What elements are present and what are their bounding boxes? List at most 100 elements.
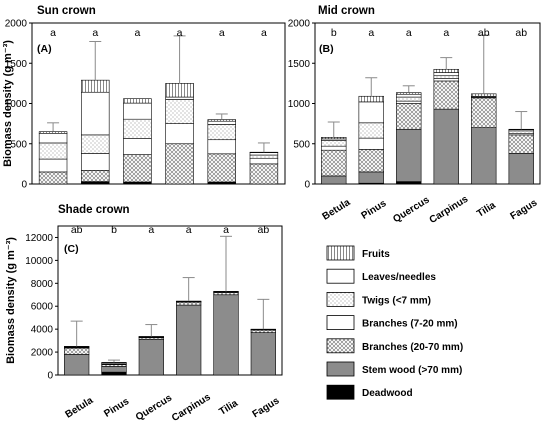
significance-letter: ab bbox=[478, 27, 490, 39]
bar-segment-branches_large bbox=[249, 163, 279, 185]
bar-segment-twigs bbox=[38, 142, 68, 160]
bar-segment-twigs bbox=[249, 154, 279, 159]
bar-segment-branches_small bbox=[165, 123, 194, 145]
y-tick-label: 0 bbox=[47, 371, 53, 382]
bar-segment-stem bbox=[176, 304, 202, 376]
bar-segment-stem bbox=[321, 175, 347, 185]
bar-segment-branches_small bbox=[38, 158, 68, 173]
bar-segment-branches_small bbox=[396, 100, 422, 104]
bar-segment-stem bbox=[101, 366, 127, 373]
panel-id: (A) bbox=[37, 43, 52, 55]
significance-letter: a bbox=[148, 224, 154, 236]
plot-frame bbox=[314, 22, 541, 185]
bar-segment-stem bbox=[396, 128, 422, 182]
bar-segment-branches_small bbox=[207, 139, 236, 155]
panel-title: Mid crown bbox=[318, 5, 375, 17]
bar-segment-stem bbox=[213, 294, 239, 376]
bar-segment-branches_large bbox=[471, 97, 497, 128]
legend-label: Branches (7-20 mm) bbox=[362, 319, 458, 330]
bar-segment-fruits bbox=[165, 83, 194, 98]
bar-segment-fruits bbox=[81, 79, 110, 93]
bar-segment-stem bbox=[358, 171, 384, 184]
legend-swatch-branches_small bbox=[326, 315, 355, 331]
significance-letter: b bbox=[111, 224, 117, 236]
category-label: Quercus bbox=[134, 392, 175, 423]
significance-letter: a bbox=[50, 27, 56, 39]
bar-segment-twigs bbox=[321, 140, 347, 147]
bar-segment-stem bbox=[433, 108, 459, 185]
category-label: Fagus bbox=[251, 395, 282, 420]
bar-segment-branches_small bbox=[358, 137, 384, 150]
legend-swatch-twigs bbox=[326, 291, 355, 307]
plot-frame bbox=[57, 225, 283, 376]
significance-letter: ab bbox=[257, 224, 269, 236]
legend-label: Stem wood (>70 mm) bbox=[362, 365, 462, 376]
category-label: Tilia bbox=[475, 200, 498, 220]
bar-segment-leaves bbox=[123, 102, 152, 120]
bar-segment-leaves bbox=[433, 72, 459, 77]
bar-segment-twigs bbox=[358, 122, 384, 139]
bar-segment-branches_large bbox=[358, 149, 384, 173]
significance-letter: a bbox=[219, 27, 225, 39]
bar-segment-branches_large bbox=[123, 154, 152, 183]
significance-letter: a bbox=[186, 224, 192, 236]
bar-segment-leaves bbox=[249, 152, 279, 156]
legend-label: Twigs (<7 mm) bbox=[362, 295, 431, 306]
y-tick-label: 12000 bbox=[25, 233, 53, 244]
category-label: Pinus bbox=[359, 198, 388, 222]
y-tick-label: 1500 bbox=[5, 59, 28, 70]
bar-segment-branches_large bbox=[433, 80, 459, 110]
y-tick-label: 10000 bbox=[25, 256, 53, 267]
bar-segment-branches_large bbox=[250, 329, 276, 333]
bar-segment-branches_small bbox=[123, 138, 152, 155]
bar-segment-branches_large bbox=[81, 170, 110, 182]
significance-letter: a bbox=[92, 27, 98, 39]
y-tick-label: 1500 bbox=[288, 59, 311, 70]
bar-segment-deadwood bbox=[396, 181, 422, 185]
significance-letter: a bbox=[443, 27, 449, 39]
y-tick-label: 6000 bbox=[31, 302, 54, 313]
significance-letter: a bbox=[406, 27, 412, 39]
y-tick-label: 500 bbox=[10, 139, 27, 150]
bar-segment-branches_small bbox=[321, 145, 347, 151]
bar-segment-stem bbox=[138, 339, 164, 376]
bar-segment-fruits bbox=[38, 131, 68, 134]
bar-segment-fruits bbox=[321, 137, 347, 140]
category-label: Tilia bbox=[217, 398, 240, 418]
bar-segment-branches_small bbox=[433, 78, 459, 82]
panel-id: (C) bbox=[64, 243, 79, 255]
significance-letter: a bbox=[261, 27, 267, 39]
bar-segment-twigs bbox=[207, 124, 236, 141]
significance-letter: ab bbox=[71, 224, 83, 236]
bar-segment-twigs bbox=[123, 118, 152, 139]
bar-segment-branches_large bbox=[508, 134, 534, 154]
bar-segment-twigs bbox=[508, 130, 534, 134]
significance-letter: b bbox=[331, 27, 337, 39]
y-tick-label: 0 bbox=[304, 180, 310, 191]
bar-segment-leaves bbox=[358, 101, 384, 124]
bar-segment-fruits bbox=[123, 98, 152, 104]
bar-segment-deadwood bbox=[81, 181, 110, 185]
bar-segment-branches_small bbox=[249, 157, 279, 165]
legend-swatch-branches_large bbox=[326, 338, 355, 354]
bar-segment-branches_large bbox=[396, 103, 422, 130]
bar-segment-stem bbox=[471, 127, 497, 185]
bar-segment-branches_large bbox=[176, 301, 202, 306]
bar-segment-branches_small bbox=[81, 153, 110, 171]
y-tick-label: 2000 bbox=[31, 348, 54, 359]
panel-shade-crown: Shade crown (C) 0 2000 4000 6000 8000 10000 1200… bbox=[5, 204, 283, 424]
bar-segment-twigs bbox=[165, 99, 194, 124]
bar-segment-twigs bbox=[433, 75, 459, 79]
category-label: Fagus bbox=[509, 197, 540, 222]
significance-letter: a bbox=[368, 27, 374, 39]
bar-segment-branches_large bbox=[38, 171, 68, 185]
bar-segment-fruits bbox=[358, 95, 384, 103]
panel-title: Sun crown bbox=[37, 5, 96, 17]
bar-segment-branches_large bbox=[207, 153, 236, 183]
bar-segment-leaves bbox=[165, 96, 194, 100]
y-tick-label: 1000 bbox=[288, 99, 311, 110]
category-label: Pinus bbox=[102, 396, 131, 420]
legend-label: Fruits bbox=[362, 249, 390, 260]
bar-segment-deadwood bbox=[207, 181, 236, 185]
